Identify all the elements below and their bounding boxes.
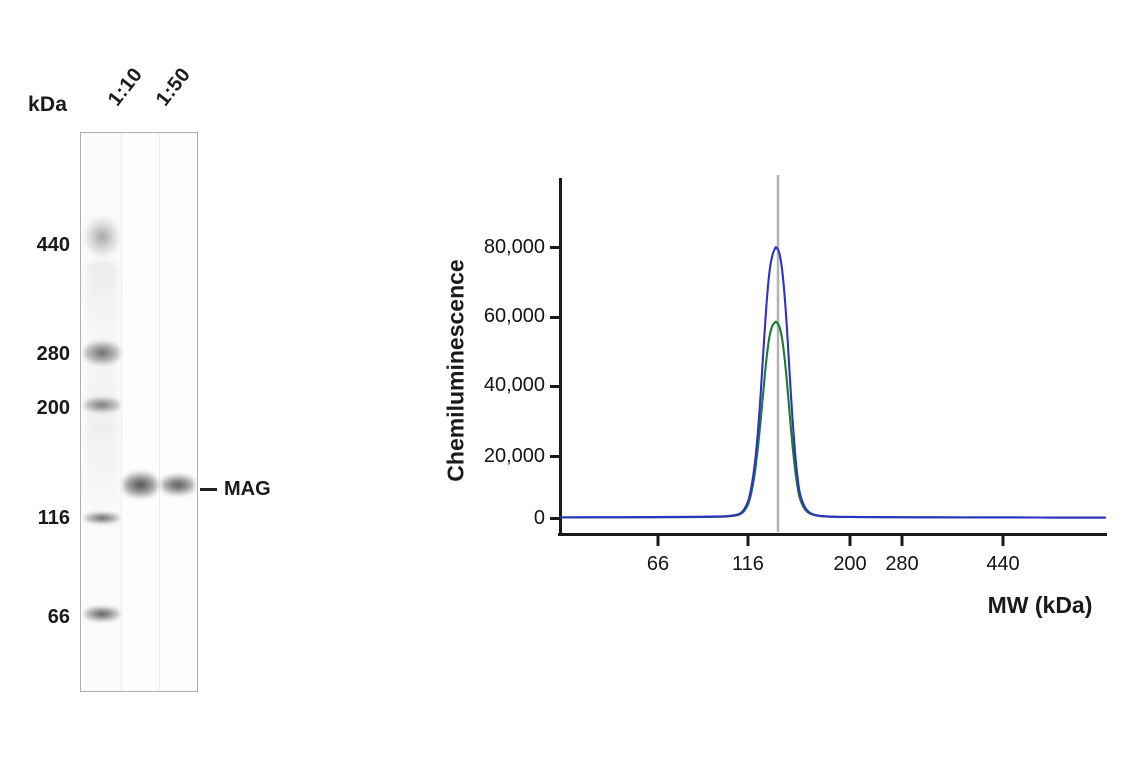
ladder-band-440: [85, 215, 119, 259]
blot-mw-label-200: 200: [36, 397, 70, 419]
ladder-band-66: [84, 605, 120, 623]
chart-y-ticks: [550, 246, 562, 520]
sample-band-mag-1-10: [123, 470, 158, 500]
blot-mw-label-440: 440: [36, 234, 70, 256]
chart-xtick-66: 66: [646, 553, 670, 575]
electropherogram-chart-panel: Chemiluminescence MW (kDa) 80,000 60,000…: [400, 0, 1141, 768]
lane-divider-2: [159, 133, 160, 691]
blot-band-annotation-label: MAG: [224, 478, 271, 500]
western-blot-panel: kDa 1:10 1:50 440 280 200 116 66 MAG: [0, 0, 330, 768]
chart-xtick-440: 440: [986, 553, 1020, 575]
blot-mw-label-116: 116: [37, 507, 70, 529]
ladder-smear: [87, 261, 117, 511]
ladder-band-116: [84, 511, 120, 525]
chart-xtick-116: 116: [732, 553, 764, 575]
chart-x-ticks: [656, 534, 1005, 546]
sample-band-mag-1-50: [161, 473, 195, 497]
chart-series-line-1-10: [560, 246, 1107, 519]
chart-ytick-0: 0: [533, 507, 545, 529]
dash-icon: [200, 488, 217, 491]
blot-mw-label-66: 66: [47, 606, 70, 628]
blot-image: [80, 132, 198, 692]
chart-ytick-40000: 40,000: [483, 374, 545, 396]
blot-kda-header: kDa: [28, 93, 68, 116]
blot-lane-label-2: 1:50: [151, 63, 196, 111]
lane-divider-1: [121, 133, 122, 691]
ladder-band-280: [84, 339, 120, 367]
blot-lane-1-50: [160, 133, 197, 691]
blot-lane-label-1: 1:10: [103, 63, 148, 111]
chart-plot-area: [550, 175, 1107, 546]
chart-x-axis-title: MW (kDa): [987, 592, 1093, 618]
chart-xtick-200: 200: [833, 553, 867, 575]
chart-ytick-20000: 20,000: [483, 445, 545, 467]
blot-lane-1-10: [122, 133, 159, 691]
chart-series-line-1-50: [560, 320, 1107, 519]
blot-band-annotation: MAG: [200, 478, 271, 501]
blot-mw-label-280: 280: [36, 343, 70, 365]
chart-xtick-280: 280: [885, 553, 919, 575]
chart-ytick-60000: 60,000: [483, 305, 545, 327]
ladder-band-200: [84, 396, 120, 414]
chart-ytick-80000: 80,000: [483, 236, 545, 258]
